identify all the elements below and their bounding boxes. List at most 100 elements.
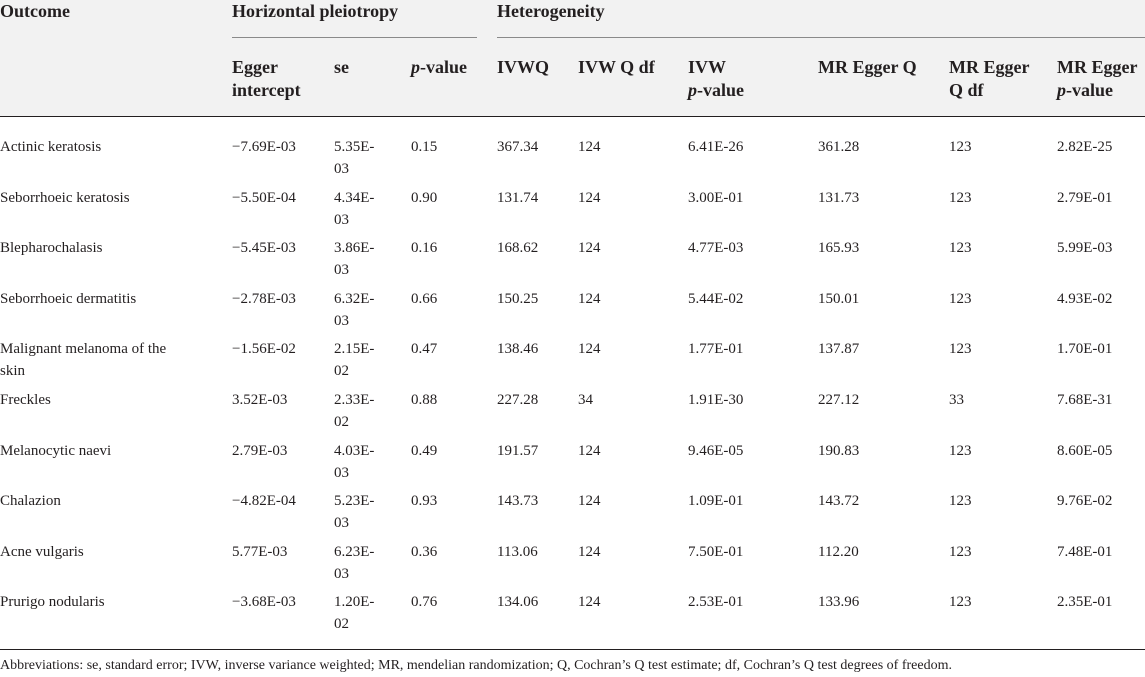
se-cell: 6.32E- 03: [334, 291, 375, 329]
egger-intercept-cell: −4.82E-04: [232, 493, 296, 509]
outcome-cell: Malignant melanoma of the skin: [0, 341, 167, 379]
ivw-p-value-cell: 1.77E-01: [688, 341, 744, 357]
ivw-q-df-cell: 124: [578, 139, 601, 155]
ivwq-cell: 367.34: [497, 139, 539, 155]
mr-egger-q-df-cell: 123: [949, 443, 972, 459]
subheader-mr-egger-q-df: MR Egger Q df: [949, 57, 1030, 100]
ivw-p-value-cell: 3.00E-01: [688, 190, 744, 206]
se-cell: 3.86E- 03: [334, 240, 375, 278]
subheader-mr-egger-p-value: MR Egger p-value: [1057, 57, 1138, 100]
mr-egger-q-df-cell: 123: [949, 139, 972, 155]
group-rule-heterogeneity: [497, 37, 1145, 38]
ivw-p-value-cell: 2.53E-01: [688, 594, 744, 610]
subheader-mr-egger-q: MR Egger Q: [818, 57, 917, 77]
ivwq-cell: 131.74: [497, 190, 539, 206]
ivwq-cell: 134.06: [497, 594, 539, 610]
mr-egger-q-cell: 143.72: [818, 493, 860, 509]
mr-egger-q-df-cell: 123: [949, 291, 972, 307]
header-bottom-rule: [0, 116, 1145, 117]
subheader-ivw-p-value: IVW p-value: [688, 57, 744, 100]
mr-egger-q-df-cell: 123: [949, 594, 972, 610]
egger-intercept-cell: −2.78E-03: [232, 291, 296, 307]
egger-intercept-cell: −5.45E-03: [232, 240, 296, 256]
mr-egger-p-value-cell: 2.35E-01: [1057, 594, 1113, 610]
table-bottom-rule: [0, 649, 1145, 650]
mr-egger-q-cell: 150.01: [818, 291, 860, 307]
ivwq-cell: 143.73: [497, 493, 539, 509]
ivw-q-df-cell: 124: [578, 544, 601, 560]
ivw-p-value-cell: 9.46E-05: [688, 443, 744, 459]
outcome-cell: Freckles: [0, 392, 51, 408]
ivw-q-df-cell: 124: [578, 190, 601, 206]
se-cell: 4.03E- 03: [334, 443, 375, 481]
ivw-q-df-cell: 124: [578, 493, 601, 509]
mr-egger-p-value-cell: 1.70E-01: [1057, 341, 1113, 357]
ivw-p-value-cell: 4.77E-03: [688, 240, 744, 256]
mr-egger-p-value-cell: 2.79E-01: [1057, 190, 1113, 206]
outcome-cell: Seborrhoeic keratosis: [0, 190, 130, 206]
ivwq-cell: 168.62: [497, 240, 539, 256]
outcome-cell: Chalazion: [0, 493, 61, 509]
p-value-cell: 0.88: [411, 392, 438, 408]
ivw-q-df-cell: 124: [578, 291, 601, 307]
subheader-p-value: p-value: [411, 57, 467, 77]
subheader-ivw-q-df: IVW Q df: [578, 57, 655, 77]
outcome-cell: Blepharochalasis: [0, 240, 103, 256]
outcome-cell: Melanocytic naevi: [0, 443, 112, 459]
se-cell: 2.15E- 02: [334, 341, 375, 379]
mr-egger-p-value-cell: 5.99E-03: [1057, 240, 1113, 256]
mr-egger-p-value-cell: 8.60E-05: [1057, 443, 1113, 459]
mr-egger-p-value-cell: 9.76E-02: [1057, 493, 1113, 509]
outcome-cell: Actinic keratosis: [0, 139, 102, 155]
ivw-q-df-cell: 34: [578, 392, 593, 408]
ivw-p-value-cell: 5.44E-02: [688, 291, 744, 307]
mr-egger-q-cell: 227.12: [818, 392, 860, 408]
mr-egger-q-cell: 361.28: [818, 139, 860, 155]
header-outcome: Outcome: [0, 1, 70, 21]
mr-egger-q-df-cell: 123: [949, 493, 972, 509]
mr-egger-p-value-cell: 7.68E-31: [1057, 392, 1113, 408]
table-footnote: Abbreviations: se, standard error; IVW, …: [0, 658, 952, 673]
subheader-ivwq: IVWQ: [497, 57, 550, 77]
ivw-q-df-cell: 124: [578, 594, 601, 610]
se-cell: 1.20E- 02: [334, 594, 375, 632]
group-rule-pleiotropy: [232, 37, 477, 38]
p-value-cell: 0.47: [411, 341, 438, 357]
se-cell: 6.23E- 03: [334, 544, 375, 582]
ivw-p-value-cell: 6.41E-26: [688, 139, 744, 155]
mr-egger-q-df-cell: 123: [949, 544, 972, 560]
ivwq-cell: 138.46: [497, 341, 539, 357]
p-value-cell: 0.36: [411, 544, 438, 560]
ivwq-cell: 113.06: [497, 544, 538, 560]
mr-egger-q-df-cell: 123: [949, 240, 972, 256]
mr-egger-q-df-cell: 33: [949, 392, 964, 408]
mr-egger-q-df-cell: 123: [949, 190, 972, 206]
egger-intercept-cell: −5.50E-04: [232, 190, 296, 206]
outcome-cell: Acne vulgaris: [0, 544, 84, 560]
mr-egger-q-cell: 165.93: [818, 240, 860, 256]
mr-egger-q-df-cell: 123: [949, 341, 972, 357]
egger-intercept-cell: 2.79E-03: [232, 443, 288, 459]
mr-egger-p-value-cell: 4.93E-02: [1057, 291, 1113, 307]
ivw-q-df-cell: 124: [578, 341, 601, 357]
mr-egger-p-value-cell: 7.48E-01: [1057, 544, 1113, 560]
ivw-p-value-cell: 7.50E-01: [688, 544, 744, 560]
ivw-p-value-cell: 1.09E-01: [688, 493, 744, 509]
egger-intercept-cell: 5.77E-03: [232, 544, 288, 560]
p-value-cell: 0.15: [411, 139, 438, 155]
egger-intercept-cell: −1.56E-02: [232, 341, 296, 357]
ivwq-cell: 191.57: [497, 443, 539, 459]
p-value-cell: 0.16: [411, 240, 438, 256]
subheader-egger-intercept: Egger intercept: [232, 57, 301, 100]
header-horizontal-pleiotropy: Horizontal pleiotropy: [232, 1, 399, 21]
egger-intercept-cell: −3.68E-03: [232, 594, 296, 610]
p-value-cell: 0.90: [411, 190, 438, 206]
table-header-background: [0, 0, 1145, 117]
se-cell: 4.34E- 03: [334, 190, 375, 228]
mr-egger-p-value-cell: 2.82E-25: [1057, 139, 1113, 155]
ivw-q-df-cell: 124: [578, 240, 601, 256]
mr-egger-q-cell: 133.96: [818, 594, 860, 610]
p-value-cell: 0.76: [411, 594, 438, 610]
egger-intercept-cell: 3.52E-03: [232, 392, 288, 408]
ivwq-cell: 150.25: [497, 291, 539, 307]
